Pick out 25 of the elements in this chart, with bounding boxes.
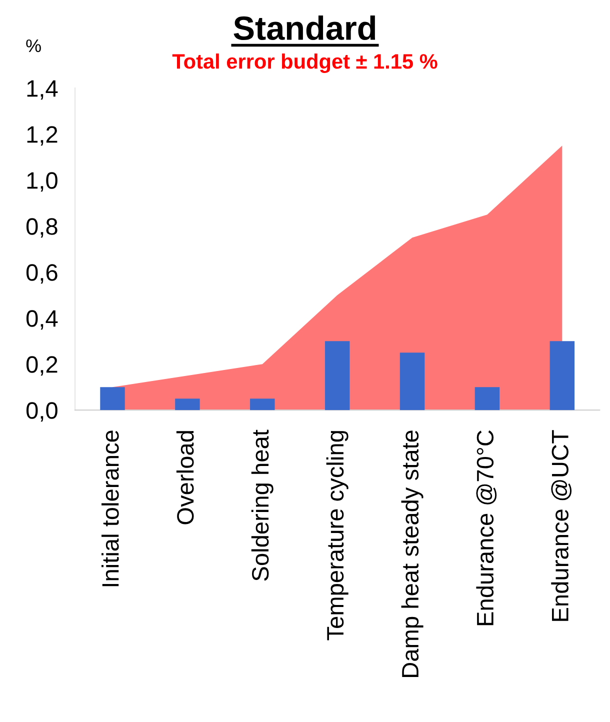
x-tick-label: Temperature cycling <box>326 431 348 640</box>
y-axis-title: % <box>26 39 41 52</box>
x-tick-label: Damp heat steady state <box>401 430 424 677</box>
y-tick-label: 0,2 <box>26 356 58 376</box>
bar <box>474 387 500 410</box>
bar <box>250 398 275 410</box>
y-tick-label: 1,2 <box>27 126 58 146</box>
bar <box>550 341 575 410</box>
y-tick-label: 0,4 <box>26 310 58 330</box>
bar <box>175 398 200 410</box>
x-tick-label: Endurance @UCT <box>551 430 572 621</box>
bar <box>100 387 125 410</box>
x-tick-label: Endurance @70°C <box>476 430 497 626</box>
chart-subtitle: Total error budget ± 1.15 % <box>172 53 438 74</box>
y-tick-label: 0,6 <box>26 264 58 284</box>
y-tick-label: 1,4 <box>27 80 58 100</box>
bar <box>324 341 350 410</box>
bar <box>400 352 425 410</box>
x-tick-label: Soldering heat <box>251 430 274 581</box>
y-tick-label: 0,0 <box>26 402 58 422</box>
chart-title: Standard <box>234 16 376 40</box>
y-tick-label: 1,0 <box>27 172 58 192</box>
y-tick-label: 0,8 <box>26 218 58 238</box>
x-tick-label: Overload <box>176 431 194 524</box>
x-tick-label: Initial tolerance <box>101 430 119 586</box>
